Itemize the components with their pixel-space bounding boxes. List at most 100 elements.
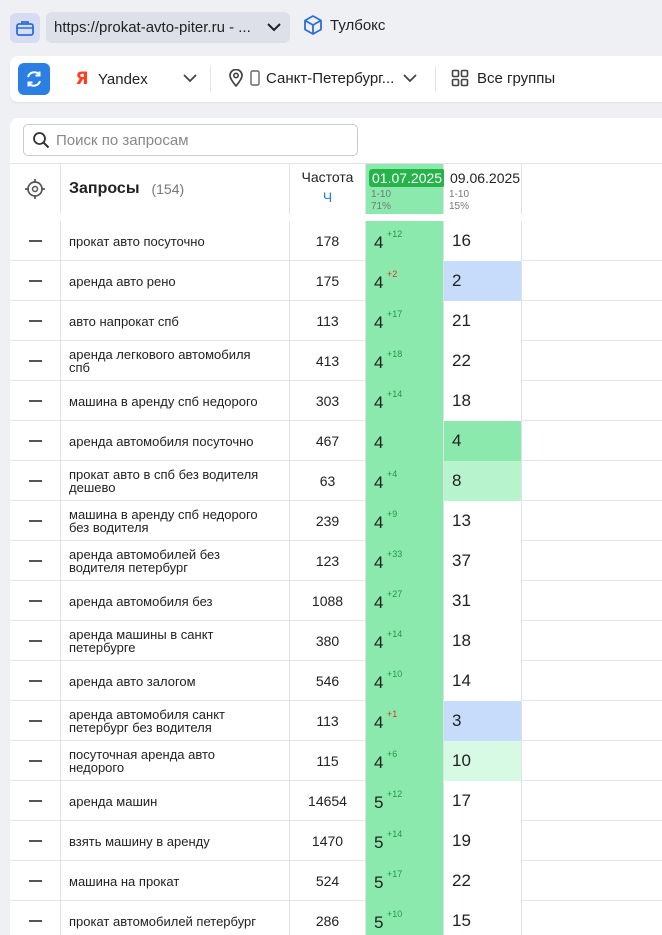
position-cell[interactable]: 22 [444,861,522,901]
row-toggle-button[interactable] [10,701,61,741]
select-all-toggle[interactable] [10,164,61,214]
query-cell[interactable]: машина на прокат [61,861,290,901]
table-row[interactable]: аренда автомобилей без водителя петербур… [10,541,662,581]
query-cell[interactable]: прокат авто посуточно [61,221,290,261]
table-row[interactable]: прокат автомобилей петербург 286 5 +10 15 [10,901,662,935]
row-toggle-button[interactable] [10,621,61,661]
table-row[interactable]: машина в аренду спб недорого 303 4 +14 18 [10,381,662,421]
queries-column-header[interactable]: Запросы (154) [61,164,290,214]
position-cell[interactable]: 16 [444,221,522,261]
row-toggle-button[interactable] [10,301,61,341]
query-cell[interactable]: взять машину в аренду [61,821,290,861]
frequency-column-header[interactable]: Частота Ч [290,164,366,214]
position-cell[interactable]: 5 +10 [366,901,444,935]
position-cell[interactable]: 4 +6 [366,741,444,781]
row-toggle-button[interactable] [10,821,61,861]
position-cell[interactable]: 10 [444,741,522,781]
table-row[interactable]: взять машину в аренду 1470 5 +14 19 [10,821,662,861]
query-cell[interactable]: посуточная аренда авто недорого [61,741,290,781]
table-row[interactable]: авто напрокат спб 113 4 +17 21 [10,301,662,341]
query-cell[interactable]: прокат автомобилей петербург [61,901,290,935]
query-cell[interactable]: аренда автомобилей без водителя петербур… [61,541,290,581]
groups-select[interactable]: Все группы [451,69,555,87]
table-row[interactable]: аренда легкового автомобиля спб 413 4 +18 22 [10,341,662,381]
query-cell[interactable]: авто напрокат спб [61,301,290,341]
position-cell[interactable]: 5 +14 [366,821,444,861]
position-cell[interactable]: 4 +14 [366,621,444,661]
position-cell[interactable]: 4 [366,421,444,461]
table-row[interactable]: прокат авто посуточно 178 4 +12 16 [10,221,662,261]
row-toggle-button[interactable] [10,541,61,581]
position-cell[interactable]: 13 [444,501,522,541]
position-cell[interactable]: 8 [444,461,522,501]
query-cell[interactable]: аренда легкового автомобиля спб [61,341,290,381]
position-cell[interactable]: 5 +17 [366,861,444,901]
position-cell[interactable]: 4 +27 [366,581,444,621]
query-cell[interactable]: машина в аренду спб недорого без водител… [61,501,290,541]
position-cell[interactable]: 4 +9 [366,501,444,541]
position-cell[interactable]: 4 +18 [366,341,444,381]
date-column-header[interactable]: 09.06.2025 1-10 15% [444,164,522,214]
position-cell[interactable]: 31 [444,581,522,621]
position-cell[interactable]: 4 +4 [366,461,444,501]
row-toggle-button[interactable] [10,381,61,421]
row-toggle-button[interactable] [10,661,61,701]
date-column-header[interactable]: 01.07.2025 1-10 71% [366,164,446,214]
table-row[interactable]: аренда авто рено 175 4 +2 2 [10,261,662,301]
chevron-down-icon[interactable] [182,71,198,85]
table-row[interactable]: машина в аренду спб недорого без водител… [10,501,662,541]
position-cell[interactable]: 4 +17 [366,301,444,341]
row-toggle-button[interactable] [10,461,61,501]
table-row[interactable]: аренда машины в санкт петербурге 380 4 +14 1… [10,621,662,661]
position-cell[interactable]: 5 +12 [366,781,444,821]
row-toggle-button[interactable] [10,901,61,935]
query-cell[interactable]: машина в аренду спб недорого [61,381,290,421]
row-toggle-button[interactable] [10,341,61,381]
table-row[interactable]: аренда автомобиля санкт петербург без во… [10,701,662,741]
position-cell[interactable]: 4 +1 [366,701,444,741]
position-cell[interactable]: 2 [444,261,522,301]
position-cell[interactable]: 3 [444,701,522,741]
search-input[interactable] [56,131,336,149]
chevron-down-icon[interactable] [402,71,418,85]
site-select[interactable]: https://prokat-avto-piter.ru - ... [46,12,290,43]
table-row[interactable]: аренда автомобиля посуточно 467 4 4 [10,421,662,461]
position-cell[interactable]: 4 +12 [366,221,444,261]
row-toggle-button[interactable] [10,781,61,821]
position-cell[interactable]: 15 [444,901,522,935]
position-cell[interactable]: 4 +33 [366,541,444,581]
row-toggle-button[interactable] [10,261,61,301]
toolbox-link[interactable]: Тулбокс [302,14,385,36]
row-toggle-button[interactable] [10,861,61,901]
table-row[interactable]: аренда машин 14654 5 +12 17 [10,781,662,821]
position-cell[interactable]: 19 [444,821,522,861]
position-cell[interactable]: 18 [444,621,522,661]
region-select[interactable]: Санкт-Петербург... [228,69,394,87]
query-cell[interactable]: прокат авто в спб без водителя дешево [61,461,290,501]
position-cell[interactable]: 37 [444,541,522,581]
query-cell[interactable]: аренда авто рено [61,261,290,301]
table-row[interactable]: аренда авто залогом 546 4 +10 14 [10,661,662,701]
row-toggle-button[interactable] [10,221,61,261]
position-cell[interactable]: 18 [444,381,522,421]
position-cell[interactable]: 22 [444,341,522,381]
table-row[interactable]: машина на прокат 524 5 +17 22 [10,861,662,901]
query-cell[interactable]: аренда авто залогом [61,661,290,701]
refresh-button[interactable] [18,63,50,95]
search-box[interactable] [23,124,358,156]
row-toggle-button[interactable] [10,421,61,461]
position-cell[interactable]: 4 +10 [366,661,444,701]
query-cell[interactable]: аренда машины в санкт петербурге [61,621,290,661]
position-cell[interactable]: 17 [444,781,522,821]
position-cell[interactable]: 4 [444,421,522,461]
position-cell[interactable]: 21 [444,301,522,341]
query-cell[interactable]: аренда автомобиля посуточно [61,421,290,461]
query-cell[interactable]: аренда машин [61,781,290,821]
query-cell[interactable]: аренда автомобиля без [61,581,290,621]
position-cell[interactable]: 4 +14 [366,381,444,421]
table-row[interactable]: посуточная аренда авто недорого 115 4 +6 10 [10,741,662,781]
table-row[interactable]: прокат авто в спб без водителя дешево 63 4… [10,461,662,501]
query-cell[interactable]: аренда автомобиля санкт петербург без во… [61,701,290,741]
row-toggle-button[interactable] [10,501,61,541]
row-toggle-button[interactable] [10,741,61,781]
